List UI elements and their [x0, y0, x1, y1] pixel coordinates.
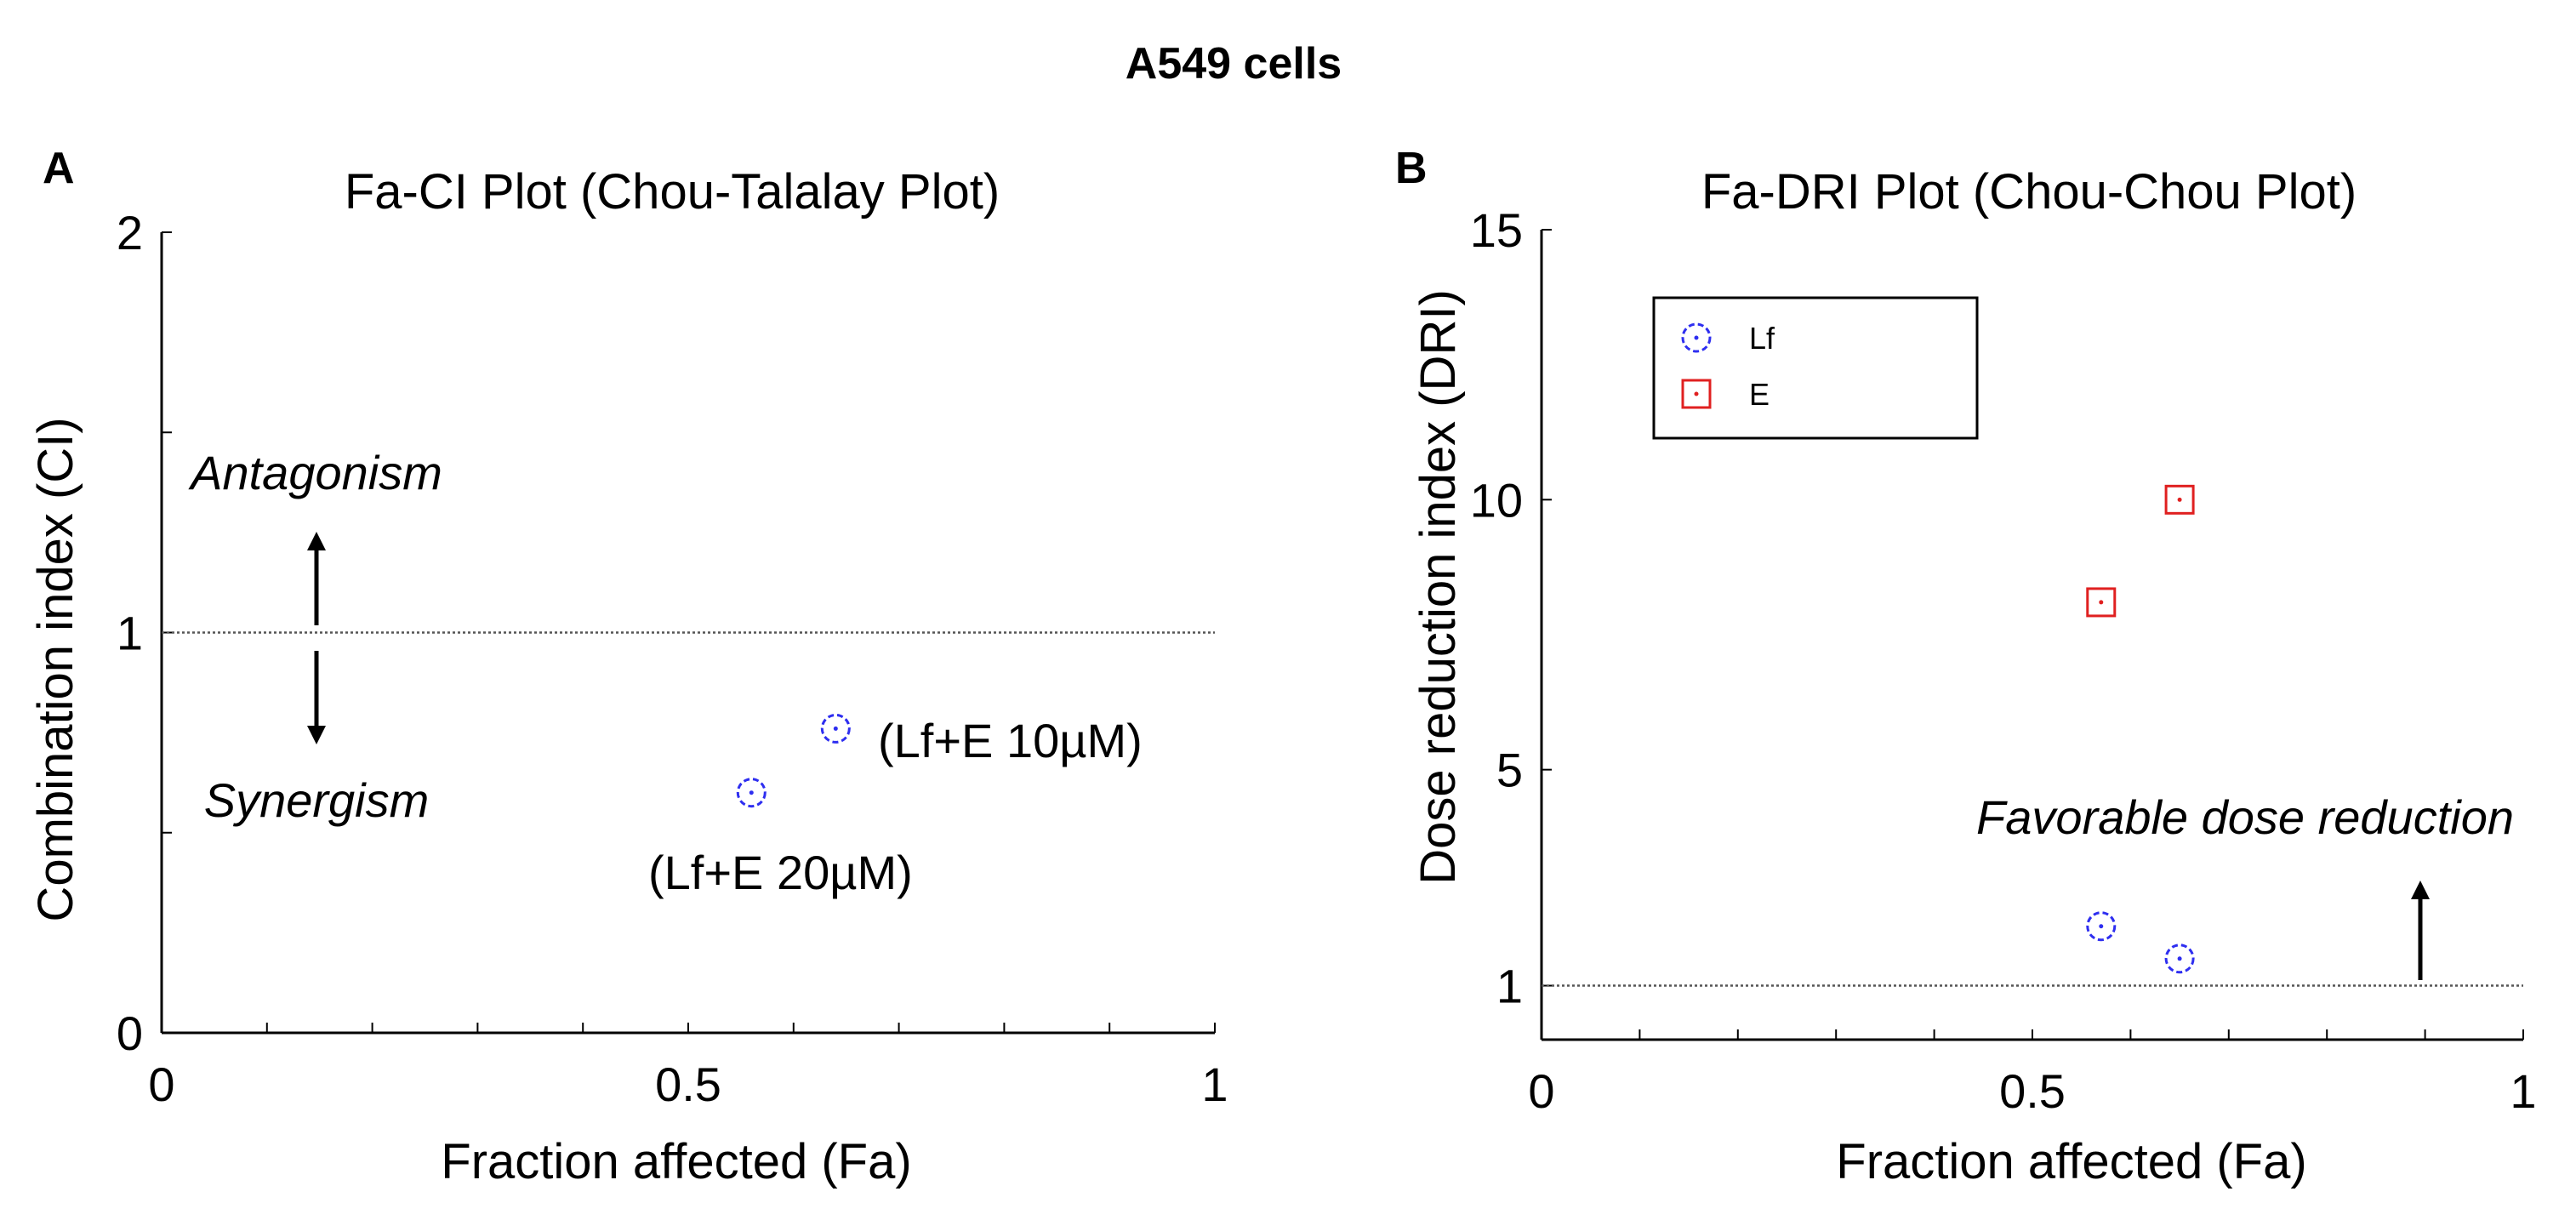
x-tick-label: 1	[2510, 1064, 2536, 1118]
panel-b-y-axis-label: Dose reduction index (DRI)	[1411, 289, 1466, 885]
arrow-head	[307, 532, 326, 550]
panel-a-y-axis-label: Combination index (CI)	[28, 417, 83, 921]
legend: Lf E	[1652, 296, 1979, 440]
marker-outline	[1681, 379, 1712, 409]
panel-b: B Fa-DRI Plot (Chou-Chou Plot) Fraction …	[1395, 144, 2537, 1189]
y-tick-label: 15	[1470, 203, 1523, 257]
marker-outline	[2086, 911, 2117, 942]
panel-a-label: A	[43, 144, 75, 193]
marker-outline	[736, 778, 767, 808]
marker-center	[749, 790, 754, 795]
point-label-lf-e-10: (Lf+E 10µM)	[878, 714, 1143, 767]
marker-outline	[2164, 944, 2195, 974]
y-tick-label: 5	[1496, 744, 1523, 797]
legend-label-e: E	[1749, 377, 1770, 412]
marker-center	[833, 726, 838, 731]
marker-center	[2099, 600, 2104, 605]
panel-a-arrows	[307, 532, 326, 744]
marker-outline	[1681, 322, 1712, 353]
favorable-arrow	[2411, 881, 2430, 980]
marker-center	[1694, 391, 1699, 396]
legend-box	[1652, 296, 1979, 440]
panel-a-x-axis-label: Fraction affected (Fa)	[441, 1134, 911, 1189]
panel-b-ticks	[1541, 229, 2524, 1040]
favorable-dose-reduction-annotation: Favorable dose reduction	[1976, 790, 2514, 844]
panel-b-title: Fa-DRI Plot (Chou-Chou Plot)	[1701, 164, 2357, 219]
marker-outline	[2164, 484, 2195, 515]
antagonism-annotation: Antagonism	[188, 446, 442, 499]
ci-point	[736, 778, 767, 808]
antagonism-arrow	[307, 532, 326, 625]
marker-outline	[820, 713, 851, 744]
dri-point-lf	[2086, 911, 2117, 942]
marker-center	[2177, 497, 2182, 502]
panel-b-points	[2086, 484, 2195, 974]
legend-marker-e	[1681, 379, 1712, 409]
figure-title: A549 cells	[1126, 39, 1342, 88]
x-tick-label: 0	[148, 1058, 174, 1111]
arrow-head	[307, 726, 326, 744]
dri-point-e	[2086, 587, 2117, 618]
marker-center	[1694, 335, 1699, 340]
panel-a-tick-labels: 0 0.5 1 0 1 2	[117, 206, 1228, 1111]
point-label-lf-e-20: (Lf+E 20µM)	[648, 846, 913, 899]
arrow-head	[2411, 881, 2430, 899]
legend-marker-lf	[1681, 322, 1712, 353]
ci-point	[820, 713, 851, 744]
x-tick-label: 0.5	[1999, 1064, 2066, 1118]
panel-a-ticks	[161, 231, 1216, 1034]
synergism-arrow	[307, 651, 326, 744]
legend-label-lf: Lf	[1749, 321, 1775, 356]
y-tick-label: 0	[117, 1006, 143, 1060]
panel-a: A Fa-CI Plot (Chou-Talalay Plot) Fractio…	[28, 144, 1228, 1189]
panel-b-arrow	[2411, 881, 2430, 980]
panel-a-title: Fa-CI Plot (Chou-Talalay Plot)	[345, 164, 1000, 219]
x-tick-label: 1	[1201, 1058, 1228, 1111]
marker-center	[2099, 924, 2104, 929]
synergism-annotation: Synergism	[204, 773, 430, 827]
panel-a-points	[736, 713, 851, 808]
y-tick-label: 1	[1496, 960, 1523, 1013]
panel-b-label: B	[1395, 144, 1428, 193]
y-tick-label: 1	[117, 607, 143, 660]
dri-point-e	[2164, 484, 2195, 515]
y-tick-label: 2	[117, 206, 143, 259]
y-tick-label: 10	[1470, 473, 1523, 527]
panel-b-x-axis-label: Fraction affected (Fa)	[1836, 1134, 2306, 1189]
marker-outline	[2086, 587, 2117, 618]
x-tick-label: 0	[1528, 1064, 1554, 1118]
marker-center	[2177, 956, 2182, 961]
x-tick-label: 0.5	[655, 1058, 721, 1111]
dri-point-lf	[2164, 944, 2195, 974]
